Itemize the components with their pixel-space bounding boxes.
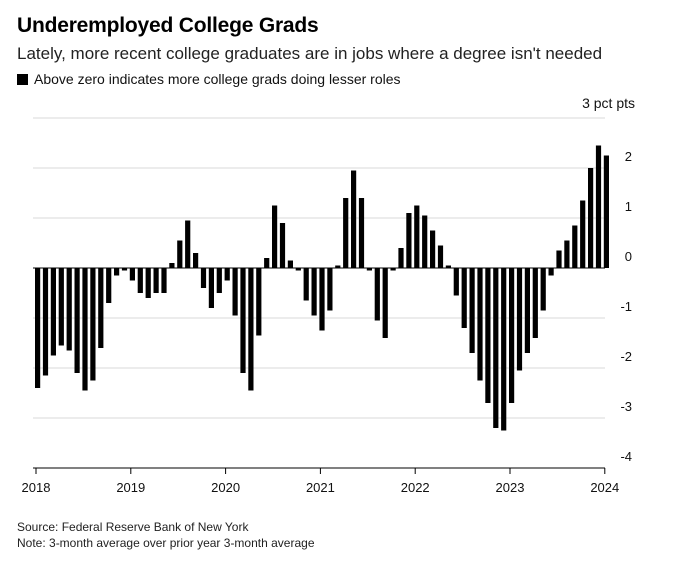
bar [564, 240, 570, 268]
legend-swatch-icon [17, 73, 28, 85]
bar [351, 170, 357, 268]
bar [153, 268, 159, 293]
bar [185, 220, 191, 268]
bar [193, 253, 199, 268]
bar [366, 268, 372, 271]
bar [74, 268, 80, 373]
bar [303, 268, 309, 301]
x-tick-label: 2021 [306, 480, 335, 495]
x-tick-label: 2018 [22, 480, 51, 495]
x-tick-label: 2020 [211, 480, 240, 495]
x-tick-label: 2022 [401, 480, 430, 495]
bar [343, 198, 349, 268]
bar [42, 268, 49, 376]
legend: Above zero indicates more college grads … [17, 71, 401, 87]
x-tick-label: 2024 [590, 480, 619, 495]
bar [82, 268, 88, 391]
legend-label: Above zero indicates more college grads … [34, 71, 401, 87]
bar [572, 225, 578, 268]
bar [390, 268, 396, 271]
bar [548, 268, 554, 276]
y-tick-label: 0 [625, 249, 632, 264]
bar [279, 223, 286, 268]
y-tick-label: 2 [625, 149, 632, 164]
bar [374, 268, 380, 321]
bar [129, 268, 135, 281]
bar [145, 268, 151, 298]
bar [35, 268, 41, 388]
bar [177, 240, 183, 268]
bar [232, 268, 238, 316]
bar [382, 268, 388, 338]
bar [445, 265, 451, 268]
bar [556, 250, 562, 268]
y-axis-unit-label: 3 pct pts [582, 95, 635, 111]
y-tick-label: 1 [625, 199, 632, 214]
bar [485, 268, 491, 403]
y-tick-label: -1 [620, 299, 632, 314]
y-tick-label: -3 [620, 399, 632, 414]
bar [66, 268, 72, 351]
bar [287, 260, 293, 268]
bar [256, 268, 262, 336]
bar [50, 268, 56, 356]
bar [437, 245, 444, 268]
bar [216, 268, 222, 293]
bar [532, 268, 538, 338]
bar [406, 213, 412, 268]
bar [272, 205, 278, 268]
bar [327, 268, 333, 311]
bar [469, 268, 475, 353]
bar [422, 215, 428, 268]
footnote: Note: 3-month average over prior year 3-… [17, 536, 315, 550]
bar [240, 268, 246, 373]
bar [493, 268, 499, 428]
bar [588, 168, 594, 268]
bar [200, 268, 207, 288]
bar [90, 268, 96, 381]
bar [453, 268, 459, 296]
bar [311, 268, 317, 316]
y-tick-label: -2 [620, 349, 632, 364]
bar [58, 268, 64, 346]
chart-subtitle: Lately, more recent college graduates ar… [17, 44, 603, 63]
bar [414, 205, 420, 268]
bar [295, 268, 301, 271]
source-note: Source: Federal Reserve Bank of New York [17, 520, 249, 534]
bar [524, 268, 530, 353]
bar [98, 268, 104, 348]
bar [114, 268, 120, 276]
bar [595, 145, 602, 268]
bar [509, 268, 515, 403]
bar [461, 268, 467, 328]
bar [169, 263, 175, 268]
bar [540, 268, 546, 311]
bar [106, 268, 112, 303]
bar [121, 268, 128, 271]
chart-title: Underemployed College Grads [17, 14, 319, 37]
bar [335, 265, 341, 268]
bar [501, 268, 507, 431]
bar [398, 248, 404, 268]
y-tick-label: -4 [620, 449, 632, 464]
bar [208, 268, 214, 308]
x-tick-label: 2023 [496, 480, 525, 495]
bar [137, 268, 143, 293]
bar [477, 268, 483, 381]
bar [358, 198, 365, 268]
bar [603, 155, 609, 268]
bar [430, 230, 436, 268]
bar [224, 268, 230, 281]
bar [264, 258, 270, 268]
x-tick-label: 2019 [116, 480, 145, 495]
bar [161, 268, 167, 293]
bar [516, 268, 523, 371]
bar [580, 200, 586, 268]
bar [248, 268, 254, 391]
bar [319, 268, 325, 331]
